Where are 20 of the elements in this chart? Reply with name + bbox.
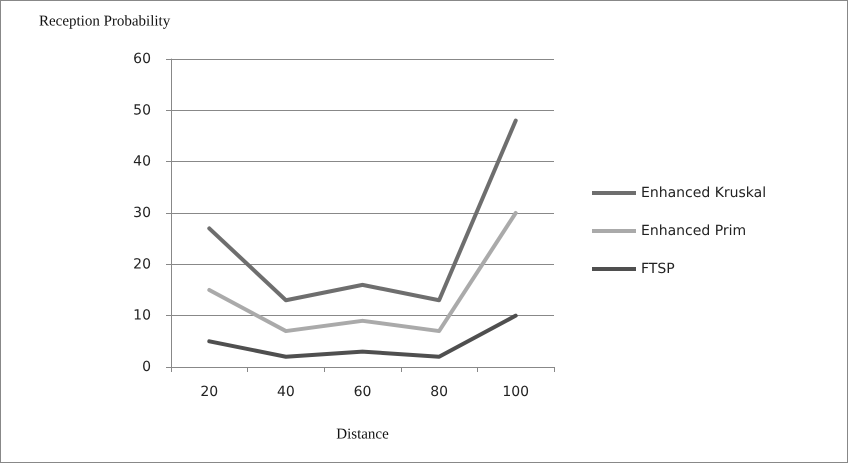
- legend-label: Enhanced Prim: [641, 223, 746, 239]
- y-tick-label: 20: [133, 256, 151, 272]
- y-tick-label: 10: [133, 308, 151, 324]
- x-tick-label: 40: [276, 384, 295, 400]
- y-tick-label: 60: [133, 51, 151, 67]
- line-series: [207, 314, 518, 359]
- y-tick-label: 30: [133, 205, 151, 221]
- x-tick-label: 60: [354, 384, 372, 400]
- y-tick-label: 40: [133, 154, 151, 170]
- y-tick-label: 0: [142, 359, 151, 375]
- line-series: [207, 211, 518, 334]
- legend-label: FTSP: [641, 261, 675, 277]
- x-tick-label: 20: [200, 384, 218, 400]
- line-series: [207, 118, 518, 302]
- x-axis-title: Distance: [336, 426, 390, 442]
- legend-label: Enhanced Kruskal: [641, 185, 766, 201]
- y-axis-title: Reception Probability: [39, 14, 171, 30]
- x-tick-label: 80: [430, 384, 448, 400]
- x-tick-label: 100: [502, 384, 530, 400]
- y-tick-label: 50: [133, 102, 151, 118]
